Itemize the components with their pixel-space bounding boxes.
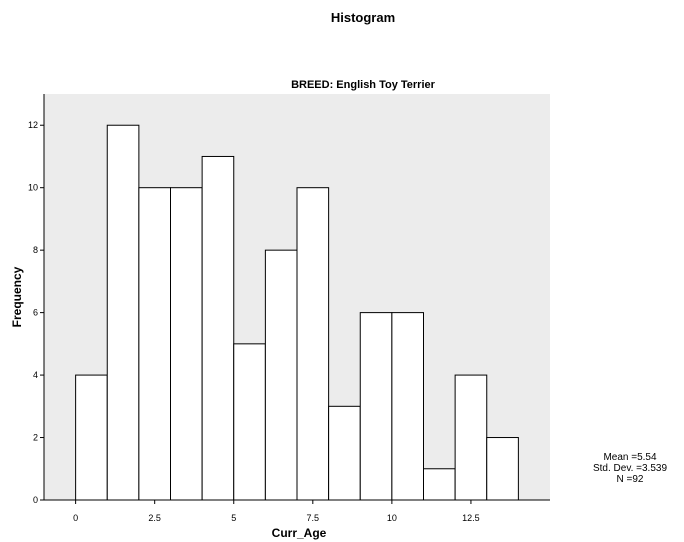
histogram-bar: [454, 374, 488, 501]
histogram-bar: [106, 124, 140, 501]
histogram-bar: [233, 343, 266, 501]
histogram-bar: [75, 374, 108, 501]
histogram-bar: [359, 312, 393, 501]
x-tick-label: 0: [73, 513, 78, 523]
y-tick-label: 4: [33, 370, 38, 380]
y-tick-label: 8: [33, 245, 38, 255]
stat-n: N =92: [617, 474, 644, 485]
histogram-bar: [138, 187, 171, 501]
y-tick-label: 6: [33, 308, 38, 318]
y-axis-label: Frequency: [10, 266, 24, 327]
chart-title: Histogram: [331, 10, 395, 25]
histogram-bar: [423, 468, 456, 501]
y-tick-label: 0: [33, 495, 38, 505]
x-tick-label: 7.5: [307, 513, 320, 523]
histogram-bar: [170, 187, 203, 501]
chart-subtitle: BREED: English Toy Terrier: [291, 79, 436, 91]
histogram-bar: [328, 405, 361, 501]
histogram-bar: [296, 187, 330, 501]
histogram-bar: [201, 155, 235, 501]
x-axis-label: Curr_Age: [272, 526, 327, 540]
x-tick-label: 10: [387, 513, 397, 523]
histogram-bar: [486, 437, 519, 501]
stat-std-dev: Std. Dev. =3.539: [593, 463, 667, 474]
y-tick-label: 10: [28, 183, 38, 193]
y-tick-label: 12: [28, 120, 38, 130]
x-tick-label: 2.5: [148, 513, 161, 523]
x-tick-label: 5: [231, 513, 236, 523]
histogram-bar: [264, 249, 298, 501]
histogram-bar: [391, 312, 424, 501]
y-tick-label: 2: [33, 433, 38, 443]
stat-mean: Mean =5.54: [603, 452, 657, 463]
x-tick-label: 12.5: [462, 513, 480, 523]
